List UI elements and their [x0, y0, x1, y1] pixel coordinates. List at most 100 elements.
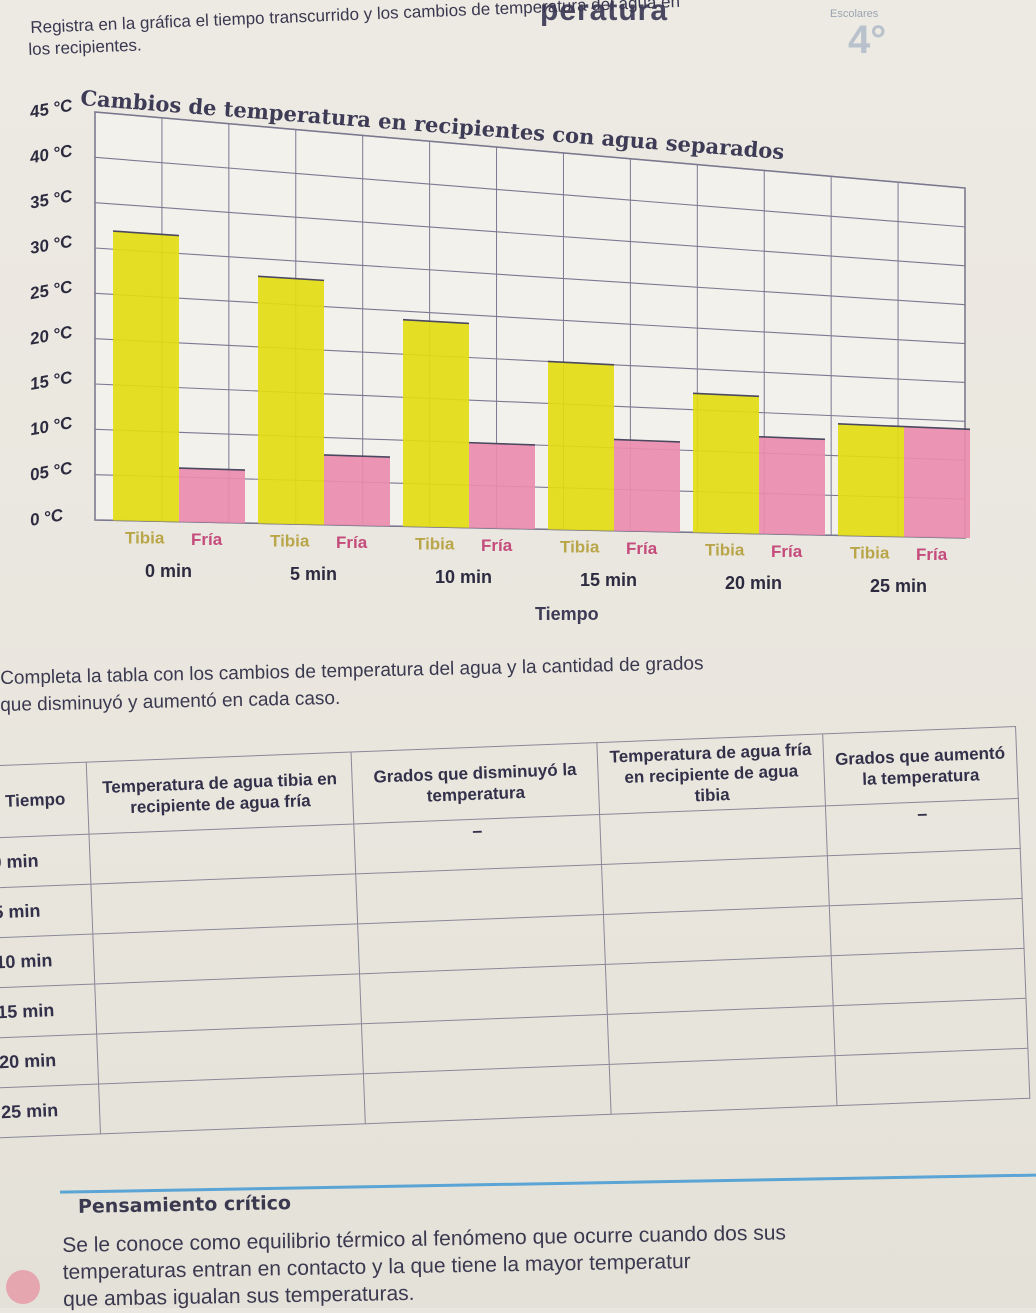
- bar-category-label: Tibia: [125, 529, 165, 548]
- bar-tibia: [838, 423, 904, 537]
- row-time: 0 min: [0, 834, 92, 889]
- bar-category-label: Fría: [771, 542, 803, 561]
- cell-input[interactable]: [607, 1005, 835, 1065]
- temperature-bar-chart: Cambios de temperatura en recipientes co…: [27, 85, 971, 624]
- bar-category-label: Fría: [481, 536, 513, 555]
- group-time-label: 15 min: [580, 570, 637, 590]
- bar-fria: [904, 426, 970, 539]
- y-tick-label: 30 °C: [28, 232, 74, 258]
- grade-number: 4°: [848, 18, 887, 62]
- bar-top-line: [178, 467, 246, 471]
- cell-input[interactable]: [833, 998, 1028, 1056]
- y-tick-label: 05 °C: [28, 458, 74, 484]
- bar-category-label: Tibia: [560, 538, 600, 557]
- bar-top-line: [613, 438, 681, 443]
- temperature-table: Tiempo Temperatura de agua tibia en reci…: [0, 726, 1030, 1138]
- bar-top-line: [257, 275, 325, 282]
- bar-tibia: [258, 276, 324, 525]
- y-tick-label: 45 °C: [27, 96, 74, 122]
- bar-category-label: Fría: [916, 545, 948, 564]
- bar-fria: [179, 468, 245, 524]
- cell-input[interactable]: [609, 1055, 837, 1115]
- bar-category-label: Tibia: [415, 535, 455, 554]
- bar-top-line: [758, 435, 826, 441]
- intro-line-2: los recipientes.: [28, 35, 143, 59]
- instructions-line-1: Completa la tabla con los cambios de tem…: [0, 653, 704, 689]
- bar-top-line: [468, 441, 536, 446]
- group-time-label: 5 min: [290, 564, 337, 584]
- table-wrapper: Tiempo Temperatura de agua tibia en reci…: [0, 705, 1036, 1144]
- header-temp-tibia: Temperatura de agua tibia en recipiente …: [86, 752, 354, 835]
- gridline-h: [94, 156, 966, 228]
- bar-category-label: Fría: [336, 533, 368, 552]
- cell-dash: –: [825, 798, 1021, 856]
- bar-category-label: Tibia: [270, 532, 310, 551]
- header-tiempo: Tiempo: [0, 762, 90, 839]
- gridline-h: [94, 338, 966, 383]
- group-time-label: 20 min: [725, 573, 782, 593]
- cell-input[interactable]: [363, 1064, 612, 1124]
- y-tick-label: 10 °C: [28, 413, 74, 439]
- table-body: 0 min – – 5 min 10 min: [0, 798, 1030, 1138]
- cell-input[interactable]: [98, 1073, 366, 1134]
- critical-divider: [60, 1173, 1036, 1194]
- section-title: peratura: [540, 0, 669, 27]
- y-tick-label: 35 °C: [28, 186, 74, 212]
- bar-fria: [614, 439, 680, 533]
- y-tick-label: 25 °C: [27, 277, 74, 303]
- thinking-icon: [6, 1270, 40, 1304]
- cell-input[interactable]: [829, 898, 1025, 956]
- gridline-h: [94, 111, 966, 189]
- y-tick-label: 0 °C: [28, 505, 65, 530]
- bar-tibia: [693, 393, 759, 534]
- critical-text: Se le conoce como equilibrio térmico al …: [62, 1215, 1036, 1313]
- header-grados-aumento: Grados que aumentó la temperatura: [822, 726, 1019, 806]
- y-tick-label: 15 °C: [28, 368, 74, 394]
- group-time-label: 10 min: [435, 567, 492, 587]
- grade-label: Escolares: [830, 8, 879, 20]
- cell-input[interactable]: [600, 805, 828, 865]
- critical-title: Pensamiento crítico: [77, 1192, 292, 1218]
- row-time: 10 min: [0, 934, 95, 989]
- bar-category-label: Tibia: [705, 541, 745, 560]
- cell-input[interactable]: [831, 948, 1026, 1006]
- gridline-h: [94, 292, 966, 345]
- bar-top-line: [837, 423, 905, 428]
- header-grados-disminuyo: Grados que disminuyó la temperatura: [350, 742, 601, 824]
- cell-input[interactable]: [605, 955, 834, 1015]
- bar-top-line: [903, 425, 971, 431]
- bar-top-line: [547, 360, 615, 366]
- bar-tibia: [548, 361, 614, 531]
- row-time: 20 min: [0, 1033, 99, 1088]
- cell-input[interactable]: [603, 905, 832, 965]
- bar-fria: [469, 442, 535, 530]
- bar-fria: [324, 454, 390, 527]
- cell-input[interactable]: [827, 848, 1023, 906]
- row-time: 5 min: [0, 884, 93, 939]
- header-temp-fria: Temperatura de agua fría en recipiente d…: [597, 733, 826, 815]
- row-time: 25 min: [0, 1083, 101, 1138]
- bar-top-line: [112, 230, 180, 237]
- cell-input[interactable]: [601, 855, 830, 915]
- instructions-line-2: que disminuyó y aumentó en cada caso.: [0, 687, 341, 716]
- x-axis-label: Tiempo: [535, 604, 599, 624]
- y-tick-label: 40 °C: [27, 141, 74, 167]
- bar-category-label: Fría: [191, 530, 223, 549]
- cell-input[interactable]: [834, 1048, 1030, 1106]
- group-time-label: 0 min: [145, 561, 192, 581]
- bar-fria: [759, 436, 825, 536]
- group-time-label: 25 min: [870, 576, 927, 596]
- bar-tibia: [403, 319, 469, 528]
- bar-tibia: [113, 231, 179, 522]
- gridline-h: [94, 383, 966, 422]
- y-tick-label: 20 °C: [27, 322, 74, 348]
- bar-category-label: Tibia: [850, 544, 890, 563]
- gridline-h: [94, 247, 966, 306]
- bar-top-line: [323, 454, 391, 458]
- bar-top-line: [692, 392, 760, 398]
- bar-category-label: Fría: [626, 539, 658, 558]
- gridline-h: [94, 202, 966, 267]
- row-time: 15 min: [0, 984, 97, 1039]
- bar-top-line: [402, 318, 470, 325]
